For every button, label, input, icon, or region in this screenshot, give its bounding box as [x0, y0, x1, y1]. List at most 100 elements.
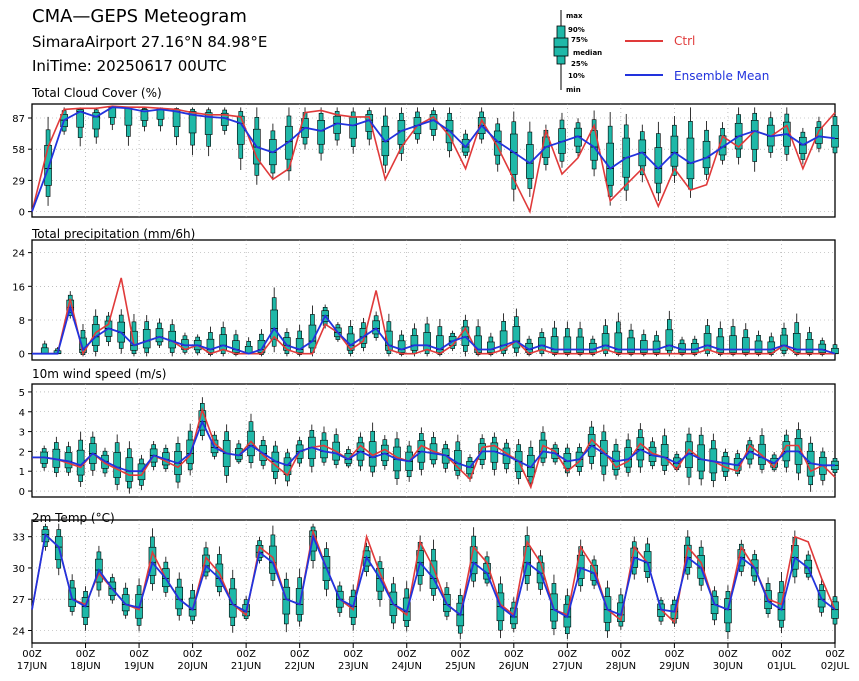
- box-iqr: [219, 334, 227, 351]
- box-iqr: [232, 340, 240, 353]
- ensemble-box: [815, 116, 823, 153]
- ensemble-box: [232, 329, 240, 357]
- ensemble-box: [332, 428, 340, 469]
- x-tick-hour: 00Z: [665, 649, 685, 660]
- ensemble-box: [76, 431, 85, 487]
- box-iqr: [627, 337, 635, 353]
- ensemble-box: [512, 308, 521, 357]
- box-iqr: [397, 340, 406, 353]
- box-iqr: [270, 309, 278, 340]
- ensemble-box: [282, 572, 291, 633]
- box-iqr: [512, 326, 521, 349]
- box-iqr: [640, 340, 648, 353]
- y-tick-label: 5: [19, 388, 25, 399]
- box-iqr: [539, 439, 547, 459]
- box-iqr: [148, 546, 157, 576]
- ensemble-box: [750, 107, 759, 172]
- panel-0: 0 29 58 87 Total Cloud Cover (%): [12, 86, 839, 219]
- y-tick-label: 0: [19, 487, 25, 498]
- ensemble-box: [317, 107, 325, 161]
- ensemble-box: [257, 329, 266, 357]
- panel-frame: [31, 519, 836, 644]
- ensemble-box: [333, 107, 341, 146]
- chart-title: CMA—GEPS Meteogram: [32, 6, 247, 27]
- box-iqr: [295, 338, 304, 353]
- ensemble-box: [64, 441, 73, 476]
- x-tick-date: 17JUN: [17, 661, 47, 672]
- ensemble-box: [509, 111, 518, 202]
- y-tick-label: 3: [19, 428, 25, 439]
- box-iqr: [665, 329, 674, 351]
- ensemble-box: [665, 310, 674, 357]
- x-tick-date: 22JUN: [284, 661, 314, 672]
- panel-3: 24 27 30 33 2m Temp (°C): [12, 511, 839, 644]
- y-tick-label: 29: [12, 176, 25, 187]
- x-tick-date: 18JUN: [70, 661, 100, 672]
- box-iqr: [601, 333, 610, 351]
- box-iqr: [113, 452, 121, 478]
- panel-title: 2m Temp (°C): [32, 511, 115, 525]
- ensemble-box: [172, 107, 181, 146]
- x-tick-date: 28JUN: [606, 661, 636, 672]
- box-iqr: [76, 109, 84, 128]
- y-tick-label: 30: [12, 564, 25, 575]
- box-iqr: [576, 336, 584, 353]
- x-tick-hour: 00Z: [129, 649, 149, 660]
- y-tick-label: 58: [12, 145, 25, 156]
- y-tick-label: 24: [12, 626, 25, 637]
- station-location: SimaraAirport 27.16°N 84.98°E: [32, 33, 268, 51]
- ensemble-box: [155, 318, 164, 348]
- ensemble-box: [754, 330, 763, 357]
- box-iqr: [805, 338, 814, 353]
- x-tick-hour: 00Z: [558, 649, 578, 660]
- legend-label-min: min: [566, 86, 581, 94]
- panel-title: Total Cloud Cover (%): [31, 86, 162, 100]
- y-tick-label: 2: [19, 447, 25, 458]
- box-iqr: [247, 430, 255, 457]
- box-iqr: [818, 343, 827, 353]
- legend: max 90% 75% median 25% 10% min Ctrl Ense…: [553, 10, 769, 94]
- y-tick-label: 33: [12, 533, 25, 544]
- ensemble-box: [652, 330, 661, 357]
- box-iqr: [614, 332, 623, 353]
- y-tick-label: 8: [19, 316, 25, 327]
- ensemble-box: [219, 321, 227, 357]
- box-iqr: [729, 335, 737, 353]
- legend-label-p10: 10%: [568, 72, 585, 80]
- panel-1: 0 8 16 24 Total precipitation (mm/6h): [12, 227, 839, 361]
- ensemble-box: [702, 121, 711, 180]
- ensemble-box: [283, 448, 292, 487]
- box-iqr: [236, 115, 245, 145]
- ensemble-box: [686, 107, 695, 198]
- ensemble-box: [308, 305, 317, 357]
- box-iqr: [716, 336, 725, 353]
- box-iqr: [283, 457, 292, 476]
- box-iqr: [121, 594, 130, 612]
- ensemble-box: [142, 315, 151, 357]
- ensemble-box: [741, 323, 750, 357]
- ensemble-box: [81, 586, 90, 631]
- box-iqr: [44, 145, 52, 186]
- ensemble-box: [831, 341, 839, 355]
- box-iqr: [780, 334, 788, 351]
- x-tick-hour: 00Z: [450, 649, 470, 660]
- ensemble-box: [156, 107, 165, 132]
- box-iqr: [235, 448, 243, 460]
- panel-2: 0 1 2 3 4 5 10m wind speed (m/s): [19, 367, 839, 498]
- x-tick-date: 27JUN: [552, 661, 582, 672]
- box-iqr: [308, 324, 317, 349]
- ensemble-box: [670, 116, 679, 184]
- x-axis: 00Z17JUN00Z18JUN00Z19JUN00Z20JUN00Z21JUN…: [17, 643, 850, 672]
- ensemble-box: [487, 332, 495, 357]
- ensemble-box: [92, 107, 101, 144]
- ensemble-box: [429, 539, 438, 602]
- ensemble-box: [523, 526, 531, 591]
- ensemble-box: [576, 321, 584, 357]
- y-tick-label: 24: [12, 249, 25, 260]
- legend-label-median: median: [573, 49, 602, 57]
- box-iqr: [436, 335, 444, 353]
- legend-mean-label: Ensemble Mean: [674, 69, 769, 83]
- legend-label-p90: 90%: [568, 26, 585, 34]
